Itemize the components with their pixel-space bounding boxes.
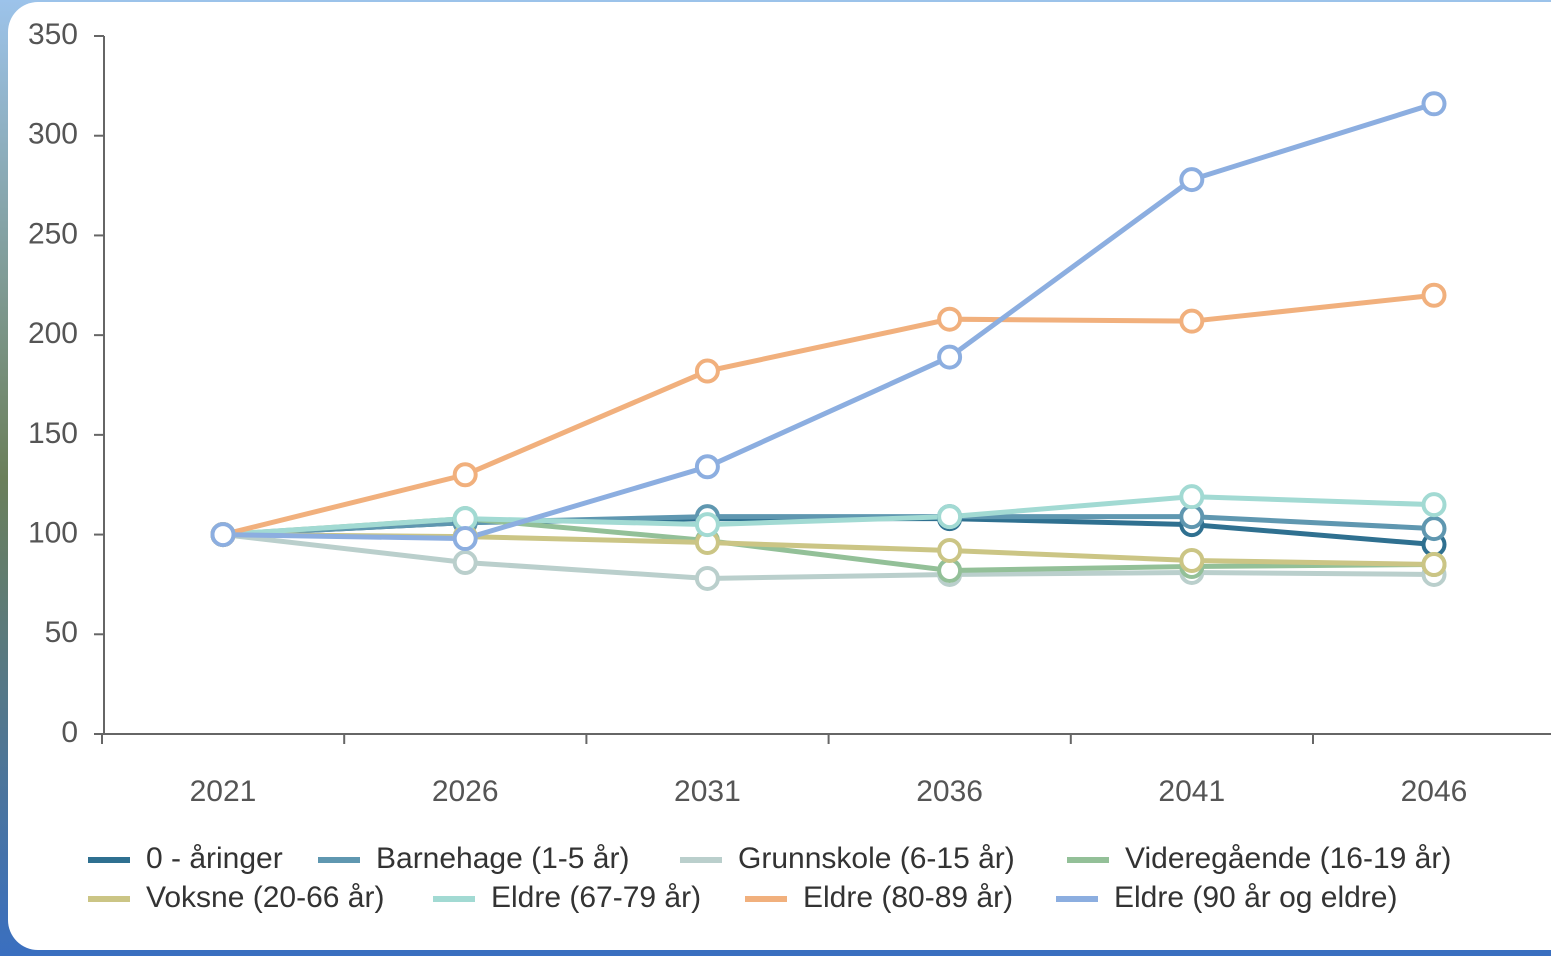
- point: [1181, 311, 1202, 332]
- legend-label: Eldre (90 år og eldre): [1114, 881, 1397, 914]
- point: [455, 528, 476, 549]
- x-tick-label: 2041: [1158, 775, 1225, 808]
- point: [1181, 486, 1202, 507]
- legend-label: Grunnskole (6-15 år): [738, 842, 1015, 875]
- x-tick-label: 2021: [190, 775, 257, 808]
- chart: 0 50 100 150 200 250 300 350 2021 2026 2031 2036 204…: [0, 0, 1551, 956]
- legend-label: Voksne (20-66 år): [146, 881, 384, 914]
- point: [1424, 93, 1445, 114]
- x-tick-label: 2031: [674, 775, 741, 808]
- legend-label: Eldre (67-79 år): [491, 881, 701, 914]
- point: [939, 540, 960, 561]
- point: [213, 524, 234, 545]
- point: [1424, 285, 1445, 306]
- y-tick-label: 250: [28, 217, 78, 250]
- legend-label: 0 - åringer: [146, 842, 283, 875]
- page: {"chart_data": {"type": "line", "categor…: [0, 0, 1551, 956]
- y-tick-label: 0: [61, 716, 78, 749]
- point: [1424, 518, 1445, 539]
- point: [455, 464, 476, 485]
- y-tick-label: 350: [28, 18, 78, 51]
- point: [939, 309, 960, 330]
- y-tick-label: 100: [28, 516, 78, 549]
- point: [939, 506, 960, 527]
- x-tick-label: 2046: [1401, 775, 1468, 808]
- point: [697, 456, 718, 477]
- point: [1424, 494, 1445, 515]
- y-tick-label: 300: [28, 118, 78, 151]
- x-tick-label: 2026: [432, 775, 499, 808]
- point: [455, 508, 476, 529]
- point: [1424, 554, 1445, 575]
- point: [1181, 506, 1202, 527]
- point: [455, 552, 476, 573]
- y-tick-label: 50: [45, 616, 78, 649]
- x-tick-label: 2036: [916, 775, 983, 808]
- point: [939, 347, 960, 368]
- y-tick-label: 200: [28, 317, 78, 350]
- point: [939, 560, 960, 581]
- y-tick-label: 150: [28, 417, 78, 450]
- legend-label: Barnehage (1-5 år): [376, 842, 629, 875]
- point: [1181, 550, 1202, 571]
- point: [697, 514, 718, 535]
- point: [697, 361, 718, 382]
- legend-label: Eldre (80-89 år): [803, 881, 1013, 914]
- point: [1181, 169, 1202, 190]
- point: [697, 568, 718, 589]
- legend-label: Videregående (16-19 år): [1125, 842, 1451, 875]
